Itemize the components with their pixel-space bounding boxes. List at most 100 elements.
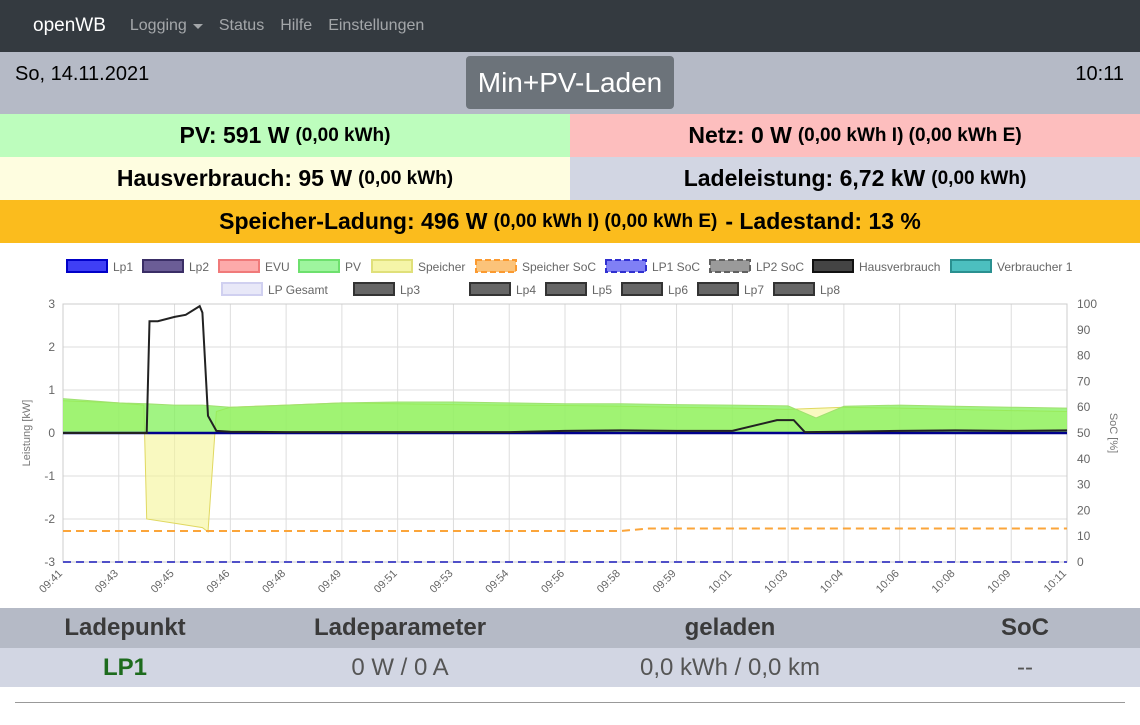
x-tick-label: 09:46 (205, 568, 233, 596)
x-tick-label: 09:53 (428, 568, 456, 596)
x-tick-label: 10:06 (874, 568, 902, 596)
legend-label: Lp3 (400, 283, 420, 297)
legend-swatch (697, 282, 739, 296)
legend-swatch (142, 259, 184, 273)
legend-label: Speicher SoC (522, 260, 596, 274)
y-tick-label: 2 (48, 340, 55, 354)
series-line-speicher-soc (63, 527, 1067, 532)
time-display: 10:11 (1075, 63, 1124, 85)
y2-tick-label: 50 (1077, 426, 1091, 440)
pv-summary: PV: 591 W (0,00 kWh) (0, 114, 570, 157)
y2-tick-label: 40 (1077, 452, 1091, 466)
legend-swatch (475, 259, 517, 273)
legend-label: Lp7 (744, 283, 764, 297)
speicher-energy: (0,00 kWh I) (0,00 kWh E) (493, 210, 718, 232)
legend-label: LP2 SoC (756, 260, 804, 274)
legend-swatch (469, 282, 511, 296)
legend-label: PV (345, 260, 361, 274)
haus-summary: Hausverbrauch: 95 W (0,00 kWh) (0, 157, 570, 200)
table-row: LP1 0 W / 0 A 0,0 kWh / 0,0 km -- (0, 648, 1140, 687)
legend-label: Lp1 (113, 260, 133, 274)
y-tick-label: 0 (48, 426, 55, 440)
legend-swatch (812, 259, 854, 273)
nav-logging[interactable]: Logging (130, 17, 203, 35)
y2-tick-label: 70 (1077, 374, 1091, 388)
legend-label: EVU (265, 260, 290, 274)
lade-energy: (0,00 kWh) (931, 167, 1027, 189)
legend-swatch (621, 282, 663, 296)
legend-label: Speicher (418, 260, 465, 274)
nav-logging-label: Logging (129, 17, 187, 34)
legend-label: Hausverbrauch (859, 260, 940, 274)
x-tick-label: 10:09 (985, 568, 1013, 596)
series-area-pv (63, 398, 1067, 433)
header-ladeparameter: Ladeparameter (313, 614, 487, 641)
summary-row-3: Speicher-Ladung: 496 W (0,00 kWh I) (0,00… (0, 200, 1140, 243)
header-ladepunkt: Ladepunkt (64, 614, 186, 641)
y2-tick-label: 20 (1077, 503, 1091, 517)
x-tick-label: 09:43 (93, 568, 121, 596)
x-tick-label: 10:04 (818, 568, 846, 596)
summary-row-1: PV: 591 W (0,00 kWh) Netz: 0 W (0,00 kWh I… (0, 114, 1140, 157)
legend-label: Lp5 (592, 283, 612, 297)
y-tick-label: 3 (48, 297, 55, 311)
summary-row-2: Hausverbrauch: 95 W (0,00 kWh) Ladeleistu… (0, 157, 1140, 200)
nav-hilfe[interactable]: Hilfe (280, 17, 313, 34)
x-tick-label: 09:48 (260, 568, 288, 596)
legend-label: Verbraucher 1 (997, 260, 1073, 274)
x-tick-label: 09:49 (316, 568, 344, 596)
legend-swatch (950, 259, 992, 273)
y2-tick-label: 80 (1077, 349, 1091, 363)
y2-axis-title: SoC [%] (1107, 413, 1119, 453)
legend-swatch (218, 259, 260, 273)
lade-value: Ladeleistung: 6,72 kW (683, 165, 926, 191)
haus-energy: (0,00 kWh) (358, 167, 454, 189)
lp-name[interactable]: LP1 (102, 653, 147, 681)
lp-geladen: 0,0 kWh / 0,0 km (639, 653, 821, 681)
x-tick-label: 09:56 (539, 568, 567, 596)
y2-tick-label: 100 (1077, 297, 1097, 311)
date-display: So, 14.11.2021 (15, 63, 150, 85)
lp-soc: -- (1017, 653, 1033, 681)
x-tick-label: 09:59 (651, 568, 679, 596)
legend-swatch (66, 259, 108, 273)
brand-link[interactable]: openWB (33, 15, 106, 36)
speicher-value: Speicher-Ladung: 496 W (219, 208, 488, 234)
legend-swatch (545, 282, 587, 296)
legend-label: LP1 SoC (652, 260, 700, 274)
lp-param: 0 W / 0 A (351, 653, 449, 681)
navbar: openWB Logging Status Hilfe Einstellunge… (0, 0, 1140, 52)
legend-swatch (371, 259, 413, 273)
legend-swatch (298, 259, 340, 273)
legend-label: Lp8 (820, 283, 840, 297)
nav-status[interactable]: Status (218, 17, 265, 34)
y-tick-label: 1 (48, 383, 55, 397)
x-tick-label: 09:45 (149, 568, 177, 596)
x-tick-label: 09:58 (595, 568, 623, 596)
chargepoint-table: Ladepunkt Ladeparameter geladen SoC LP1 … (0, 608, 1140, 687)
netz-energy: (0,00 kWh I) (0,00 kWh E) (797, 124, 1022, 146)
x-tick-label: 09:51 (372, 568, 400, 596)
legend-swatch (605, 259, 647, 273)
y2-tick-label: 60 (1077, 400, 1091, 414)
x-tick-label: 10:08 (930, 568, 958, 596)
legend-label: Lp4 (516, 283, 536, 297)
y2-tick-label: 10 (1077, 529, 1091, 543)
power-chart: Lp1 Lp2 EVU PV Speicher Speicher SoC LP1 SoC LP… (0, 243, 1140, 608)
nav-einstellungen[interactable]: Einstellungen (328, 17, 425, 34)
y2-tick-label: 30 (1077, 478, 1091, 492)
pv-energy: (0,00 kWh) (295, 124, 391, 146)
legend-label: LP Gesamt (268, 283, 328, 297)
speicher-summary: Speicher-Ladung: 496 W (0,00 kWh I) (0,00… (0, 200, 1140, 243)
y-axis-title: Leistung [kW] (21, 400, 33, 467)
x-tick-label: 10:11 (1042, 568, 1069, 595)
series-line-hausverbrauch (63, 304, 1068, 434)
bottom-divider (15, 702, 1125, 703)
legend-label: Lp2 (189, 260, 209, 274)
chart-svg: Lp1 Lp2 EVU PV Speicher Speicher SoC LP1 SoC LP… (21, 259, 1119, 596)
y-tick-label: -2 (44, 512, 55, 526)
legend-swatch (221, 282, 263, 296)
charge-mode-button[interactable]: Min+PV-Laden (466, 56, 674, 109)
series-line-pv (62, 398, 1068, 419)
legend-swatch (353, 282, 395, 296)
